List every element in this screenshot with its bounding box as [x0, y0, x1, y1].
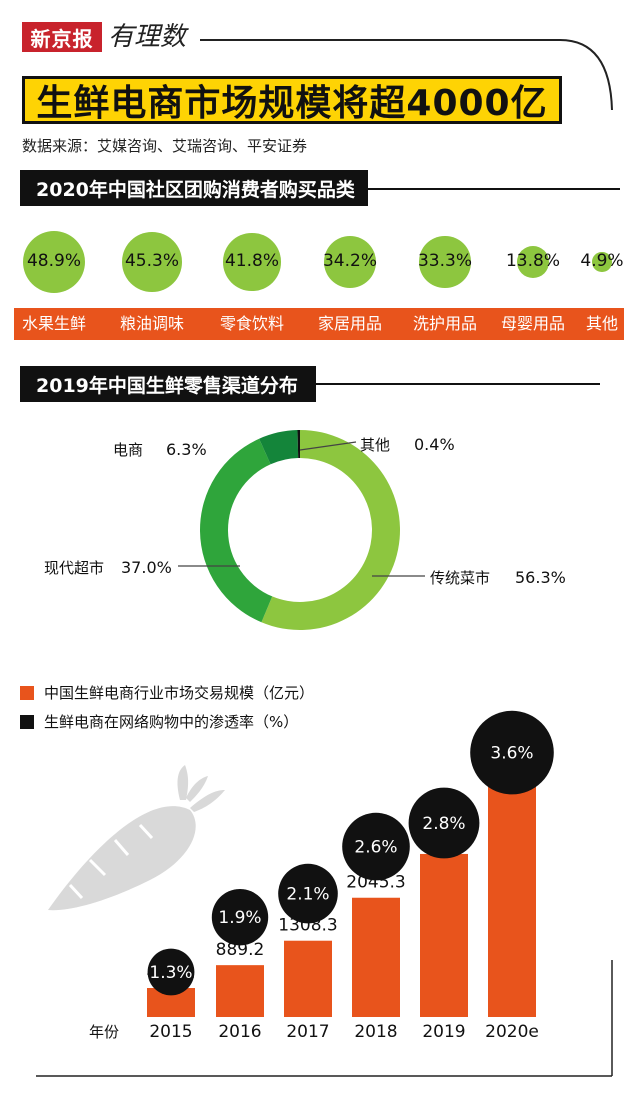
bar-2017: [284, 940, 332, 1017]
donut-value-label: 56.3%: [515, 568, 566, 587]
bubble-value-label: 34.2%: [322, 251, 377, 271]
category-label: 粮油调味: [119, 314, 185, 333]
legend-swatch: [20, 686, 34, 700]
bar-value-label: 1308.3: [278, 916, 337, 936]
donut-slice-4: [297, 430, 300, 459]
rate-circle-2017: [278, 863, 338, 924]
carrot-icon: [48, 765, 225, 911]
rate-value-label: 2.1%: [286, 885, 329, 905]
donut-category-label: 其他: [360, 436, 390, 454]
donut-value-label: 37.0%: [121, 558, 172, 577]
x-tick-label: 2018: [354, 1022, 397, 1042]
category-label: 水果生鲜: [21, 314, 87, 333]
bubble-4: [324, 236, 376, 288]
header-frame-lines: [200, 39, 613, 111]
category-label: 洗护用品: [412, 314, 478, 333]
x-tick-label: 2016: [218, 1022, 261, 1042]
bar-value-label: 889.2: [216, 940, 265, 960]
legend-label: 生鲜电商在网络购物中的渗透率（%）: [44, 713, 298, 731]
bar-chart: 中国生鲜电商行业市场交易规模（亿元）生鲜电商在网络购物中的渗透率（%）497.1…: [20, 684, 613, 1077]
leader-line: [299, 441, 357, 451]
category-bar: 水果生鲜 粮油调味 零食饮料 家居用品 洗护用品 母婴用品 其他: [14, 308, 624, 340]
bubble-1: [23, 231, 85, 293]
rate-circle-2020e: [470, 710, 554, 795]
bar-2020e: [488, 781, 536, 1017]
x-axis-label: 年份: [89, 1023, 119, 1041]
bubble-value-label: 4.9%: [580, 251, 624, 271]
bubble-5: [419, 236, 471, 288]
rate-circle-2018: [342, 812, 410, 881]
bubble-7: [592, 252, 612, 272]
brand-name: 新京报: [30, 26, 94, 51]
bubble-3: [223, 233, 281, 291]
donut-category-label: 电商: [113, 441, 143, 459]
bubble-value-label: 48.9%: [26, 251, 81, 271]
category-label: 其他: [585, 314, 619, 333]
rate-value-label: 1.3%: [149, 963, 192, 983]
data-source: 数据来源：艾媒咨询、艾瑞咨询、平安证券: [22, 137, 308, 155]
rate-circle-2019: [408, 787, 480, 859]
x-tick-label: 2015: [149, 1022, 192, 1042]
bar-value-label: 2045.3: [346, 873, 405, 893]
donut-chart: 传统菜市 56.3% 现代超市 37.0% 电商 6.3% 其他 0.4%: [44, 430, 566, 630]
rate-value-label: 2.8%: [422, 814, 465, 834]
x-tick-label: 2017: [286, 1022, 329, 1042]
rate-circle-2016: [211, 889, 269, 946]
brand-script-logo: 有理数: [108, 22, 187, 52]
bubble-value-label: 45.3%: [124, 251, 179, 271]
donut-category-label: 现代超市: [44, 559, 104, 577]
rate-circle-2015: [147, 948, 195, 996]
donut-slice-2: [200, 438, 273, 623]
page-title-box: 生鲜电商市场规模将超4000亿: [22, 76, 562, 124]
donut-category-label: 传统菜市: [430, 569, 490, 587]
rate-value-label: 1.9%: [218, 908, 261, 928]
section1-title: 2020年中国社区团购消费者购买品类: [20, 170, 368, 206]
bar-2016: [216, 965, 264, 1017]
category-label: 家居用品: [317, 314, 383, 333]
bubble-value-label: 41.8%: [224, 251, 279, 271]
bar-2019: [420, 853, 468, 1017]
donut-slice-3: [259, 430, 299, 465]
bubble-6: [516, 245, 550, 279]
x-tick-label: 2020e: [485, 1022, 539, 1042]
bubble-value-label: 13.8%: [505, 251, 560, 271]
page-title: 生鲜电商市场规模将超4000亿: [36, 83, 548, 124]
donut-slice-1: [261, 430, 401, 630]
rate-value-label: 3.6%: [490, 744, 533, 764]
legend-swatch: [20, 715, 34, 729]
bar-2018: [352, 897, 400, 1017]
category-label: 零食饮料: [219, 314, 285, 333]
legend-label: 中国生鲜电商行业市场交易规模（亿元）: [44, 684, 314, 702]
rate-value-label: 2.6%: [354, 838, 397, 858]
x-tick-label: 2019: [422, 1022, 465, 1042]
donut-value-label: 0.4%: [414, 435, 455, 454]
bubble-2: [122, 232, 182, 292]
brand-logo: 新京报: [22, 22, 102, 52]
bubble-value-label: 33.3%: [417, 251, 472, 271]
donut-value-label: 6.3%: [166, 440, 207, 459]
section2-title: 2019年中国生鲜零售渠道分布: [20, 366, 316, 402]
category-label: 母婴用品: [500, 314, 566, 333]
